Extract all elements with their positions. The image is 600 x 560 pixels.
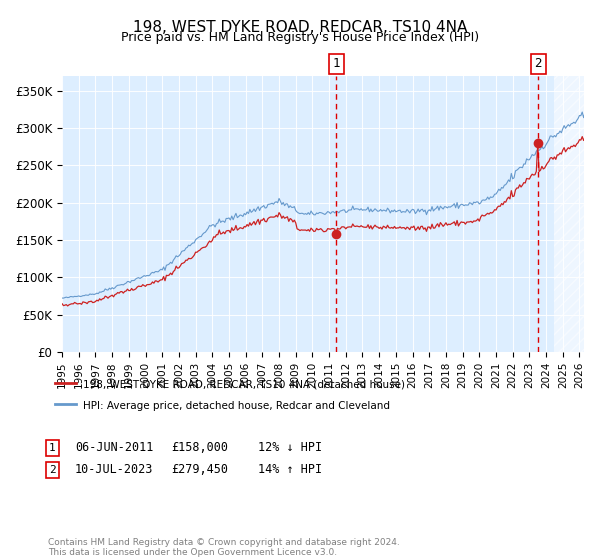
Text: 14% ↑ HPI: 14% ↑ HPI	[258, 463, 322, 476]
Text: 06-JUN-2011: 06-JUN-2011	[75, 441, 154, 454]
Text: 1: 1	[332, 57, 340, 71]
Text: 2: 2	[49, 465, 56, 475]
Text: HPI: Average price, detached house, Redcar and Cleveland: HPI: Average price, detached house, Redc…	[83, 401, 390, 411]
Text: Contains HM Land Registry data © Crown copyright and database right 2024.
This d: Contains HM Land Registry data © Crown c…	[48, 538, 400, 557]
Text: 2: 2	[535, 57, 542, 71]
Text: 1: 1	[49, 443, 56, 453]
Text: £158,000: £158,000	[171, 441, 228, 454]
Text: Price paid vs. HM Land Registry's House Price Index (HPI): Price paid vs. HM Land Registry's House …	[121, 31, 479, 44]
Text: 198, WEST DYKE ROAD, REDCAR, TS10 4NA: 198, WEST DYKE ROAD, REDCAR, TS10 4NA	[133, 20, 467, 35]
Text: 12% ↓ HPI: 12% ↓ HPI	[258, 441, 322, 454]
Text: £279,450: £279,450	[171, 463, 228, 476]
Text: 198, WEST DYKE ROAD, REDCAR, TS10 4NA (detached house): 198, WEST DYKE ROAD, REDCAR, TS10 4NA (d…	[83, 380, 405, 390]
Bar	[554, 76, 584, 352]
Text: 10-JUL-2023: 10-JUL-2023	[75, 463, 154, 476]
